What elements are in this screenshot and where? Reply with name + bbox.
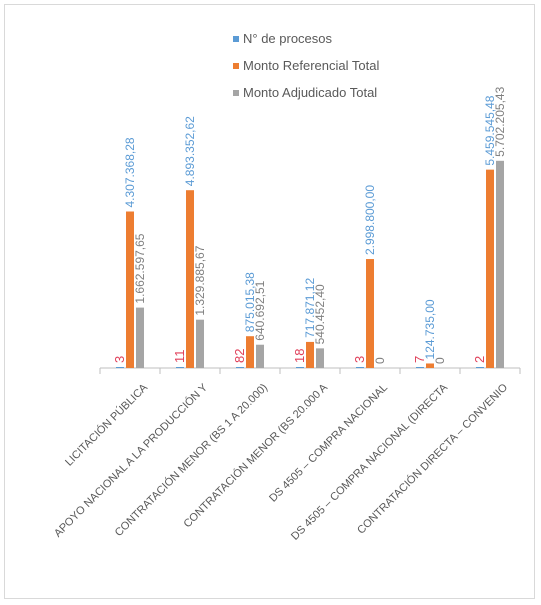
bar-2-3 [246, 336, 254, 368]
bar-2-6 [426, 363, 434, 368]
data-label-1-3: 82 [232, 349, 247, 363]
data-label-3-4: 540.452,40 [313, 284, 327, 344]
data-label-2-6: 124.735,00 [423, 299, 437, 359]
bar-1-2 [176, 367, 184, 368]
legend-label-2: Monto Referencial Total [243, 58, 379, 73]
data-label-1-7: 2 [472, 356, 487, 363]
data-label-2-4: 717.871,12 [303, 278, 317, 338]
bar-3-1 [136, 307, 144, 368]
data-label-3-1: 1.662.597,65 [133, 233, 147, 303]
data-label-1-5: 3 [352, 356, 367, 363]
data-label-3-2: 1.329.885,67 [193, 245, 207, 315]
bar-1-3 [236, 367, 244, 368]
legend-swatch-2 [233, 63, 239, 69]
data-label-1-1: 3 [112, 356, 127, 363]
x-tick-label-5: DS 4505 – COMPRA NACIONAL [267, 382, 390, 505]
bar-3-7 [496, 160, 504, 368]
bar-3-4 [316, 348, 324, 368]
bar-1-1 [116, 367, 124, 368]
bar-2-1 [126, 211, 134, 368]
bar-2-2 [186, 190, 194, 368]
legend-swatch-1 [233, 36, 239, 42]
bar-1-5 [356, 367, 364, 368]
bar-2-7 [486, 169, 494, 368]
data-label-1-2: 11 [172, 350, 187, 364]
data-label-2-2: 4.893.352,62 [183, 116, 197, 186]
data-label-2-5: 2.998.800,00 [363, 185, 377, 255]
data-label-3-7: 5.702.205,43 [493, 86, 507, 156]
bar-1-6 [416, 367, 424, 368]
bar-1-7 [476, 367, 484, 368]
legend-label-1: N° de procesos [243, 31, 333, 46]
data-label-2-1: 4.307.368,28 [123, 137, 137, 207]
bar-3-3 [256, 344, 264, 368]
bar-2-4 [306, 341, 314, 368]
data-label-3-6: 0 [433, 357, 447, 364]
data-label-3-5: 0 [373, 357, 387, 364]
data-label-2-7: 5.459.545,48 [483, 95, 497, 165]
data-label-2-3: 875.015,38 [243, 272, 257, 332]
data-label-1-6: 7 [412, 356, 427, 363]
bar-3-2 [196, 319, 204, 368]
data-label-3-3: 640.692,51 [253, 280, 267, 340]
bar-1-4 [296, 367, 304, 368]
legend-swatch-3 [233, 90, 239, 96]
legend-label-3: Monto Adjudicado Total [243, 85, 377, 100]
bar-2-5 [366, 259, 374, 368]
chart-frame [4, 4, 535, 599]
data-label-1-4: 18 [292, 349, 307, 363]
